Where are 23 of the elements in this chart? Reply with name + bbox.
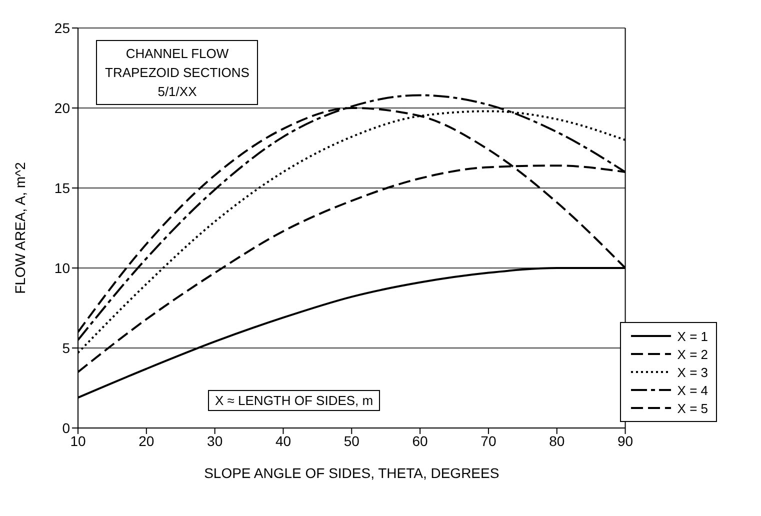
x-tick-label: 90 <box>617 432 634 449</box>
x-axis-title: SLOPE ANGLE OF SIDES, THETA, DEGREES <box>204 465 500 481</box>
annotation: X ≈ LENGTH OF SIDES, m <box>208 390 380 411</box>
x-tick-label: 70 <box>480 432 496 449</box>
y-tick-label: 10 <box>54 260 70 276</box>
x-tick-label: 60 <box>412 432 428 449</box>
annotation: CHANNEL FLOW TRAPEZOID SECTIONS 5/1/XX <box>96 40 258 105</box>
legend-label: X = 2 <box>677 346 708 362</box>
y-axis-title: FLOW AREA, A, m^2 <box>12 162 28 294</box>
y-tick-label: 15 <box>54 180 70 196</box>
x-tick-label: 20 <box>138 432 154 449</box>
x-tick-label: 50 <box>344 432 360 449</box>
y-tick-label: 25 <box>54 20 70 36</box>
legend-label: X = 5 <box>677 400 708 416</box>
legend-label: X = 3 <box>677 364 708 380</box>
x-tick-label: 40 <box>275 432 292 449</box>
x-tick-label: 80 <box>549 432 565 449</box>
x-tick-label: 30 <box>207 432 223 449</box>
y-tick-label: 20 <box>54 100 70 116</box>
legend-label: X = 4 <box>677 382 708 398</box>
y-tick-label: 5 <box>62 340 70 356</box>
y-tick-label: 0 <box>62 420 70 436</box>
legend-label: X = 1 <box>677 328 708 344</box>
